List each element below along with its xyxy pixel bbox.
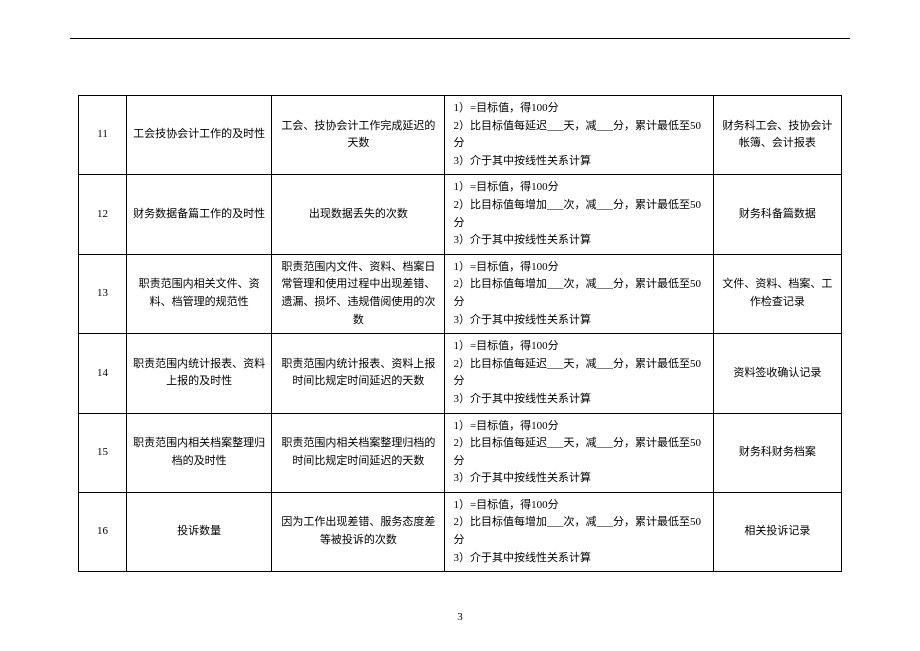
cell-metric: 工会、技协会计工作完成延迟的天数 [272, 96, 445, 175]
cell-name: 财务数据备篇工作的及时性 [127, 175, 272, 254]
cell-scoring: 1）=目标值，得100分 2）比目标值每增加___次，减___分，累计最低至50… [445, 175, 713, 254]
cell-name: 工会技协会计工作的及时性 [127, 96, 272, 175]
cell-metric: 职责范围内统计报表、资料上报时间比规定时间延迟的天数 [272, 334, 445, 413]
cell-source: 相关投诉记录 [713, 492, 841, 571]
table-container: 11 工会技协会计工作的及时性 工会、技协会计工作完成延迟的天数 1）=目标值，… [78, 95, 842, 572]
cell-idx: 11 [79, 96, 127, 175]
table-row: 12 财务数据备篇工作的及时性 出现数据丢失的次数 1）=目标值，得100分 2… [79, 175, 842, 254]
cell-scoring: 1）=目标值，得100分 2）比目标值每增加___次，减___分，累计最低至50… [445, 254, 713, 333]
cell-scoring: 1）=目标值，得100分 2）比目标值每延迟___天，减___分，累计最低至50… [445, 334, 713, 413]
cell-metric: 出现数据丢失的次数 [272, 175, 445, 254]
cell-source: 资料签收确认记录 [713, 334, 841, 413]
cell-idx: 13 [79, 254, 127, 333]
cell-name: 职责范围内相关档案整理归档的及时性 [127, 413, 272, 492]
cell-source: 财务科工会、技协会计帐簿、会计报表 [713, 96, 841, 175]
cell-metric: 因为工作出现差错、服务态度差等被投诉的次数 [272, 492, 445, 571]
table-row: 13 职责范围内相关文件、资料、档管理的规范性 职责范围内文件、资料、档案日常管… [79, 254, 842, 333]
cell-name: 职责范围内统计报表、资料上报的及时性 [127, 334, 272, 413]
cell-source: 文件、资料、档案、工作检查记录 [713, 254, 841, 333]
table-row: 14 职责范围内统计报表、资料上报的及时性 职责范围内统计报表、资料上报时间比规… [79, 334, 842, 413]
cell-idx: 15 [79, 413, 127, 492]
cell-idx: 12 [79, 175, 127, 254]
table-row: 16 投诉数量 因为工作出现差错、服务态度差等被投诉的次数 1）=目标值，得10… [79, 492, 842, 571]
table-row: 15 职责范围内相关档案整理归档的及时性 职责范围内相关档案整理归档的时间比规定… [79, 413, 842, 492]
cell-metric: 职责范围内相关档案整理归档的时间比规定时间延迟的天数 [272, 413, 445, 492]
cell-idx: 16 [79, 492, 127, 571]
cell-idx: 14 [79, 334, 127, 413]
cell-scoring: 1）=目标值，得100分 2）比目标值每延迟___天，减___分，累计最低至50… [445, 413, 713, 492]
cell-metric: 职责范围内文件、资料、档案日常管理和使用过程中出现差错、遗漏、损坏、违规借阅使用… [272, 254, 445, 333]
table-row: 11 工会技协会计工作的及时性 工会、技协会计工作完成延迟的天数 1）=目标值，… [79, 96, 842, 175]
page-number: 3 [0, 611, 920, 623]
cell-source: 财务科财务档案 [713, 413, 841, 492]
cell-source: 财务科备篇数据 [713, 175, 841, 254]
cell-scoring: 1）=目标值，得100分 2）比目标值每延迟___天，减___分，累计最低至50… [445, 96, 713, 175]
header-rule [70, 38, 850, 39]
cell-name: 投诉数量 [127, 492, 272, 571]
cell-name: 职责范围内相关文件、资料、档管理的规范性 [127, 254, 272, 333]
cell-scoring: 1）=目标值，得100分 2）比目标值每增加___次，减___分，累计最低至50… [445, 492, 713, 571]
table-body: 11 工会技协会计工作的及时性 工会、技协会计工作完成延迟的天数 1）=目标值，… [79, 96, 842, 572]
kpi-table: 11 工会技协会计工作的及时性 工会、技协会计工作完成延迟的天数 1）=目标值，… [78, 95, 842, 572]
